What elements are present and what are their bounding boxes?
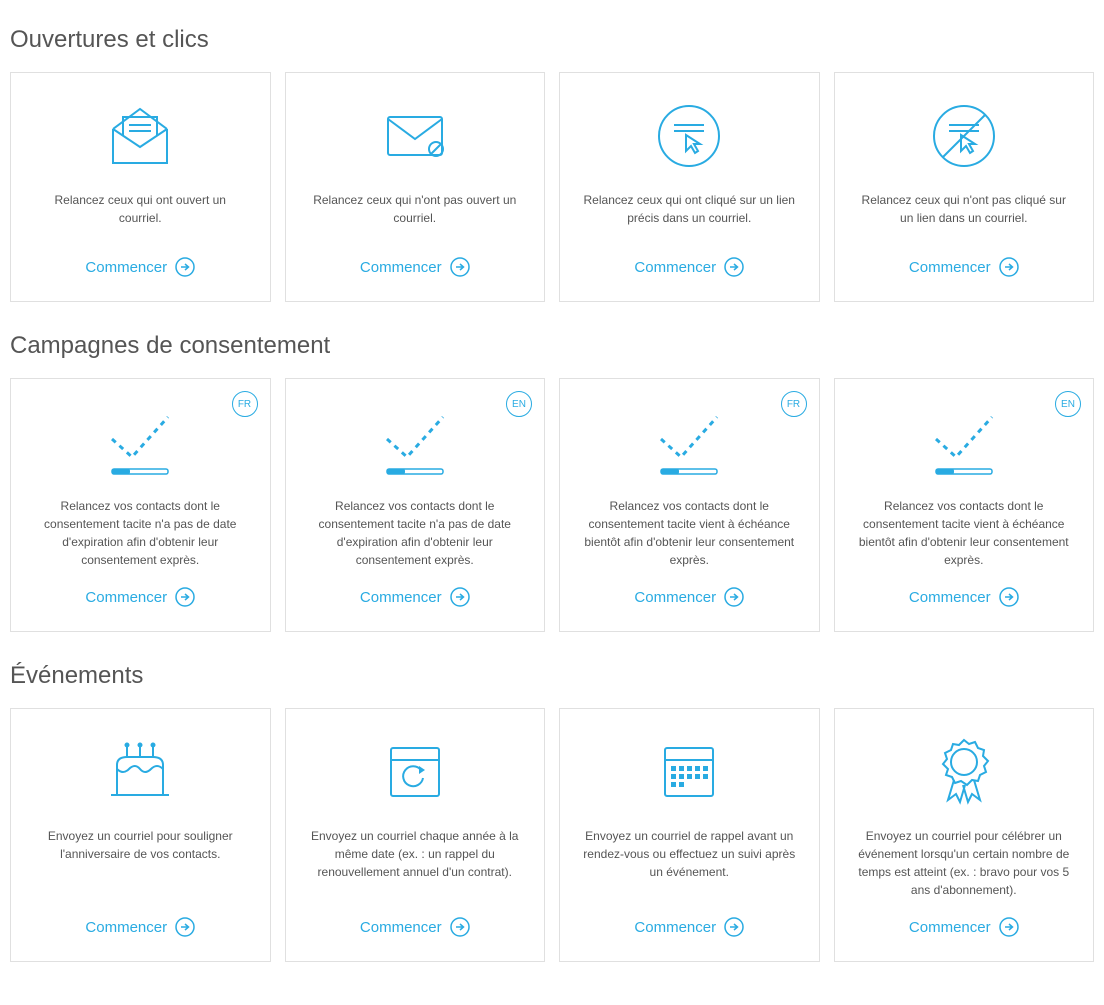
start-button[interactable]: Commencer	[85, 257, 195, 277]
section-title-opens-clicks: Ouvertures et clics	[10, 26, 1094, 54]
card-description: Relancez vos contacts dont le consenteme…	[578, 497, 801, 569]
start-button[interactable]: Commencer	[360, 587, 470, 607]
arrow-right-icon	[999, 257, 1019, 277]
start-button[interactable]: Commencer	[909, 587, 1019, 607]
start-button[interactable]: Commencer	[85, 917, 195, 937]
card-description: Relancez vos contacts dont le consenteme…	[29, 497, 252, 569]
cta-label: Commencer	[85, 919, 167, 936]
card-description: Relancez ceux qui ont cliqué sur un lien…	[578, 191, 801, 239]
card-not-clicked-link: Relancez ceux qui n'ont pas cliqué sur u…	[834, 72, 1095, 302]
card-description: Relancez ceux qui n'ont pas cliqué sur u…	[853, 191, 1076, 239]
card-opened-email: Relancez ceux qui ont ouvert un courriel…	[10, 72, 271, 302]
start-button[interactable]: Commencer	[360, 257, 470, 277]
card-clicked-link: Relancez ceux qui ont cliqué sur un lien…	[559, 72, 820, 302]
card-description: Envoyez un courriel de rappel avant un r…	[578, 827, 801, 899]
card-consent-expiring-fr: FR Relancez vos contacts dont le consent…	[559, 378, 820, 632]
arrow-right-icon	[724, 257, 744, 277]
card-consent-expiring-en: EN Relancez vos contacts dont le consent…	[834, 378, 1095, 632]
start-button[interactable]: Commencer	[909, 257, 1019, 277]
cta-label: Commencer	[634, 259, 716, 276]
checkmark-progress-icon	[924, 407, 1004, 477]
card-grid-events: Envoyez un courriel pour souligner l'ann…	[10, 708, 1094, 962]
card-consent-no-expiry-en: EN Relancez vos contacts dont le consent…	[285, 378, 546, 632]
arrow-right-icon	[999, 587, 1019, 607]
language-badge: FR	[232, 391, 258, 417]
cta-label: Commencer	[634, 919, 716, 936]
start-button[interactable]: Commencer	[634, 917, 744, 937]
card-description: Relancez ceux qui ont ouvert un courriel…	[29, 191, 252, 239]
cta-label: Commencer	[360, 919, 442, 936]
card-consent-no-expiry-fr: FR Relancez vos contacts dont le consent…	[10, 378, 271, 632]
card-appointment: Envoyez un courriel de rappel avant un r…	[559, 708, 820, 962]
award-ribbon-icon	[932, 737, 996, 807]
envelope-open-icon	[105, 101, 175, 171]
language-badge: EN	[1055, 391, 1081, 417]
card-grid-opens-clicks: Relancez ceux qui ont ouvert un courriel…	[10, 72, 1094, 302]
cta-label: Commencer	[909, 919, 991, 936]
card-annual-date: Envoyez un courriel chaque année à la mê…	[285, 708, 546, 962]
arrow-right-icon	[724, 587, 744, 607]
cursor-no-click-icon	[931, 101, 997, 171]
cursor-click-icon	[656, 101, 722, 171]
envelope-blocked-icon	[380, 101, 450, 171]
arrow-right-icon	[175, 917, 195, 937]
cta-label: Commencer	[85, 259, 167, 276]
card-description: Envoyez un courriel chaque année à la mê…	[304, 827, 527, 899]
birthday-cake-icon	[105, 737, 175, 807]
arrow-right-icon	[175, 587, 195, 607]
card-description: Envoyez un courriel pour célébrer un évé…	[853, 827, 1076, 899]
card-description: Envoyez un courriel pour souligner l'ann…	[29, 827, 252, 899]
language-badge: EN	[506, 391, 532, 417]
cta-label: Commencer	[634, 589, 716, 606]
checkmark-progress-icon	[649, 407, 729, 477]
card-grid-consent: FR Relancez vos contacts dont le consent…	[10, 378, 1094, 632]
checkmark-progress-icon	[100, 407, 180, 477]
card-not-opened-email: Relancez ceux qui n'ont pas ouvert un co…	[285, 72, 546, 302]
calendar-refresh-icon	[385, 737, 445, 807]
arrow-right-icon	[450, 587, 470, 607]
start-button[interactable]: Commencer	[360, 917, 470, 937]
language-badge: FR	[781, 391, 807, 417]
calendar-icon	[659, 737, 719, 807]
cta-label: Commencer	[360, 259, 442, 276]
card-birthday: Envoyez un courriel pour souligner l'ann…	[10, 708, 271, 962]
cta-label: Commencer	[909, 259, 991, 276]
cta-label: Commencer	[85, 589, 167, 606]
card-description: Relancez vos contacts dont le consenteme…	[853, 497, 1076, 569]
section-title-consent: Campagnes de consentement	[10, 332, 1094, 360]
section-title-events: Événements	[10, 662, 1094, 690]
cta-label: Commencer	[909, 589, 991, 606]
arrow-right-icon	[175, 257, 195, 277]
start-button[interactable]: Commencer	[634, 257, 744, 277]
start-button[interactable]: Commencer	[909, 917, 1019, 937]
arrow-right-icon	[450, 257, 470, 277]
arrow-right-icon	[999, 917, 1019, 937]
start-button[interactable]: Commencer	[85, 587, 195, 607]
cta-label: Commencer	[360, 589, 442, 606]
checkmark-progress-icon	[375, 407, 455, 477]
card-description: Relancez vos contacts dont le consenteme…	[304, 497, 527, 569]
card-description: Relancez ceux qui n'ont pas ouvert un co…	[304, 191, 527, 239]
arrow-right-icon	[724, 917, 744, 937]
arrow-right-icon	[450, 917, 470, 937]
start-button[interactable]: Commencer	[634, 587, 744, 607]
card-milestone: Envoyez un courriel pour célébrer un évé…	[834, 708, 1095, 962]
